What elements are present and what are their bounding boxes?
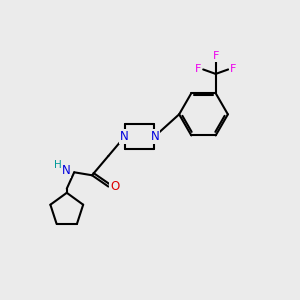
Text: F: F	[195, 64, 201, 74]
Text: N: N	[120, 130, 128, 143]
Text: H: H	[54, 160, 62, 170]
Text: F: F	[212, 51, 219, 61]
Text: N: N	[151, 130, 159, 143]
Text: O: O	[110, 180, 120, 193]
Text: N: N	[61, 164, 70, 177]
Text: F: F	[230, 64, 237, 74]
